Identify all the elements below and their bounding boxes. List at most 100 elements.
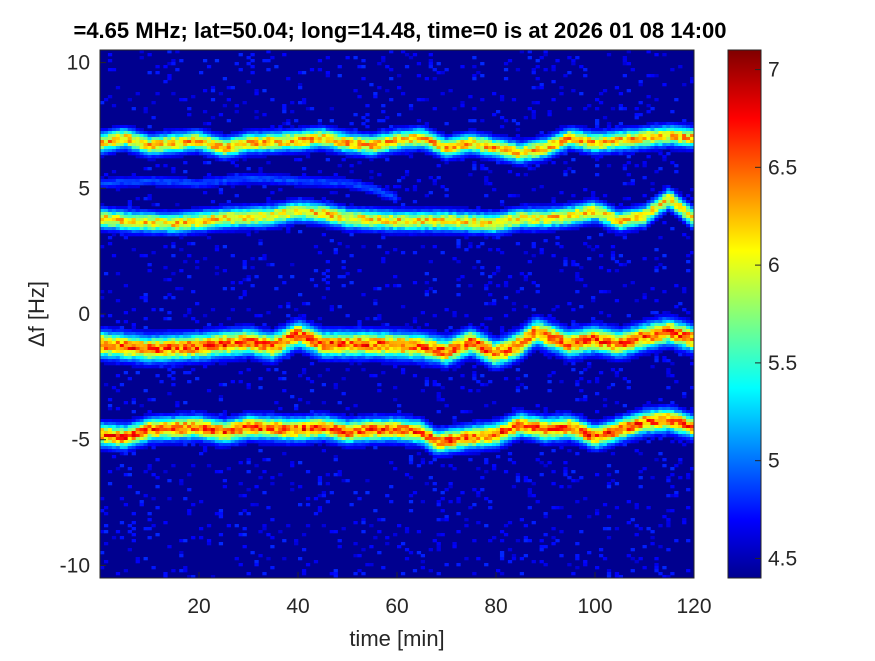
heatmap-cell [349, 140, 354, 144]
heatmap-cell [313, 212, 319, 216]
heatmap-cell [199, 344, 204, 348]
heatmap-cell [250, 140, 255, 144]
heatmap-cell [258, 440, 263, 444]
heatmap-cell [151, 149, 156, 153]
heatmap-cell [258, 209, 263, 213]
heatmap-cell [298, 200, 303, 204]
heatmap-cell [246, 218, 251, 222]
heatmap-cell [389, 428, 394, 432]
heatmap-cell [290, 434, 295, 438]
heatmap-cell [389, 218, 394, 222]
heatmap-cell [175, 182, 180, 186]
heatmap-cell [266, 131, 271, 135]
heatmap-cell [377, 212, 382, 216]
heatmap-cell [119, 497, 125, 501]
heatmap-cell [183, 356, 188, 360]
heatmap-cell [199, 134, 204, 138]
heatmap-cell [357, 188, 362, 192]
heatmap-cell [131, 212, 136, 216]
heatmap-cell [416, 338, 422, 342]
heatmap-cell [183, 335, 188, 339]
heatmap-cell [218, 413, 224, 417]
heatmap-cell [183, 350, 188, 354]
heatmap-cell [270, 362, 275, 366]
heatmap-cell [246, 134, 251, 138]
heatmap-cell [135, 92, 140, 96]
heatmap-cell [361, 446, 366, 450]
heatmap-cell [246, 437, 251, 441]
heatmap-cell [321, 182, 327, 186]
heatmap-cell [432, 359, 437, 363]
heatmap-cell [199, 221, 204, 225]
heatmap-cell [191, 419, 196, 423]
heatmap-cell [187, 410, 192, 414]
heatmap-cell [143, 494, 148, 498]
heatmap-cell [163, 215, 168, 219]
heatmap-cell [131, 521, 136, 525]
heatmap-cell [167, 440, 172, 444]
heatmap-cell [107, 143, 113, 147]
heatmap-cell [143, 332, 148, 336]
heatmap-cell [305, 182, 311, 186]
heatmap-cell [258, 413, 263, 417]
heatmap-cell [349, 185, 354, 189]
heatmap-cell [290, 419, 295, 423]
heatmap-cell [135, 359, 140, 363]
heatmap-cell [361, 431, 366, 435]
heatmap-cell [381, 215, 386, 219]
heatmap-cell [202, 440, 208, 444]
heatmap-cell [416, 443, 422, 447]
heatmap-cell [313, 200, 319, 204]
heatmap-cell [167, 545, 172, 549]
heatmap-cell [230, 155, 235, 159]
heatmap-cell [199, 347, 204, 351]
heatmap-cell [266, 431, 271, 435]
heatmap-cell [412, 128, 418, 132]
heatmap-cell [199, 233, 204, 237]
heatmap-cell [187, 380, 192, 384]
heatmap-cell [290, 482, 295, 486]
heatmap-cell [171, 272, 176, 276]
heatmap-cell [202, 221, 208, 225]
heatmap-cell [100, 329, 105, 333]
heatmap-cell [420, 338, 426, 342]
heatmap-cell [393, 344, 398, 348]
heatmap-cell [436, 443, 441, 447]
heatmap-cell [238, 419, 243, 423]
heatmap-cell [420, 143, 426, 147]
heatmap-cell [325, 482, 330, 486]
heatmap-cell [353, 332, 358, 336]
heatmap-cell [135, 212, 140, 216]
heatmap-cell [365, 212, 370, 216]
heatmap-cell [412, 221, 418, 225]
heatmap-cell [254, 149, 259, 153]
heatmap-cell [234, 431, 239, 435]
heatmap-cell [286, 200, 291, 204]
heatmap-cell [123, 131, 129, 135]
heatmap-cell [313, 341, 319, 345]
heatmap-cell [183, 185, 188, 189]
heatmap-cell [103, 215, 109, 219]
heatmap-cell [135, 329, 140, 333]
heatmap-cell [305, 344, 311, 348]
heatmap-cell [361, 65, 366, 69]
heatmap-cell [361, 332, 366, 336]
heatmap-cell [357, 218, 362, 222]
heatmap-cell [274, 413, 279, 417]
heatmap-cell [183, 362, 188, 366]
heatmap-cell [325, 281, 330, 285]
heatmap-cell [397, 443, 402, 447]
heatmap-cell [301, 98, 307, 102]
heatmap-cell [294, 542, 299, 546]
heatmap-cells [100, 50, 694, 578]
heatmap-cell [428, 206, 433, 210]
heatmap-cell [349, 440, 354, 444]
heatmap-cell [353, 134, 358, 138]
heatmap-cell [325, 332, 330, 336]
heatmap-cell [234, 110, 239, 114]
heatmap-cell [333, 440, 338, 444]
heatmap-cell [349, 182, 354, 186]
heatmap-cell [254, 359, 259, 363]
heatmap-cell [393, 233, 398, 237]
heatmap-cell [111, 230, 117, 234]
